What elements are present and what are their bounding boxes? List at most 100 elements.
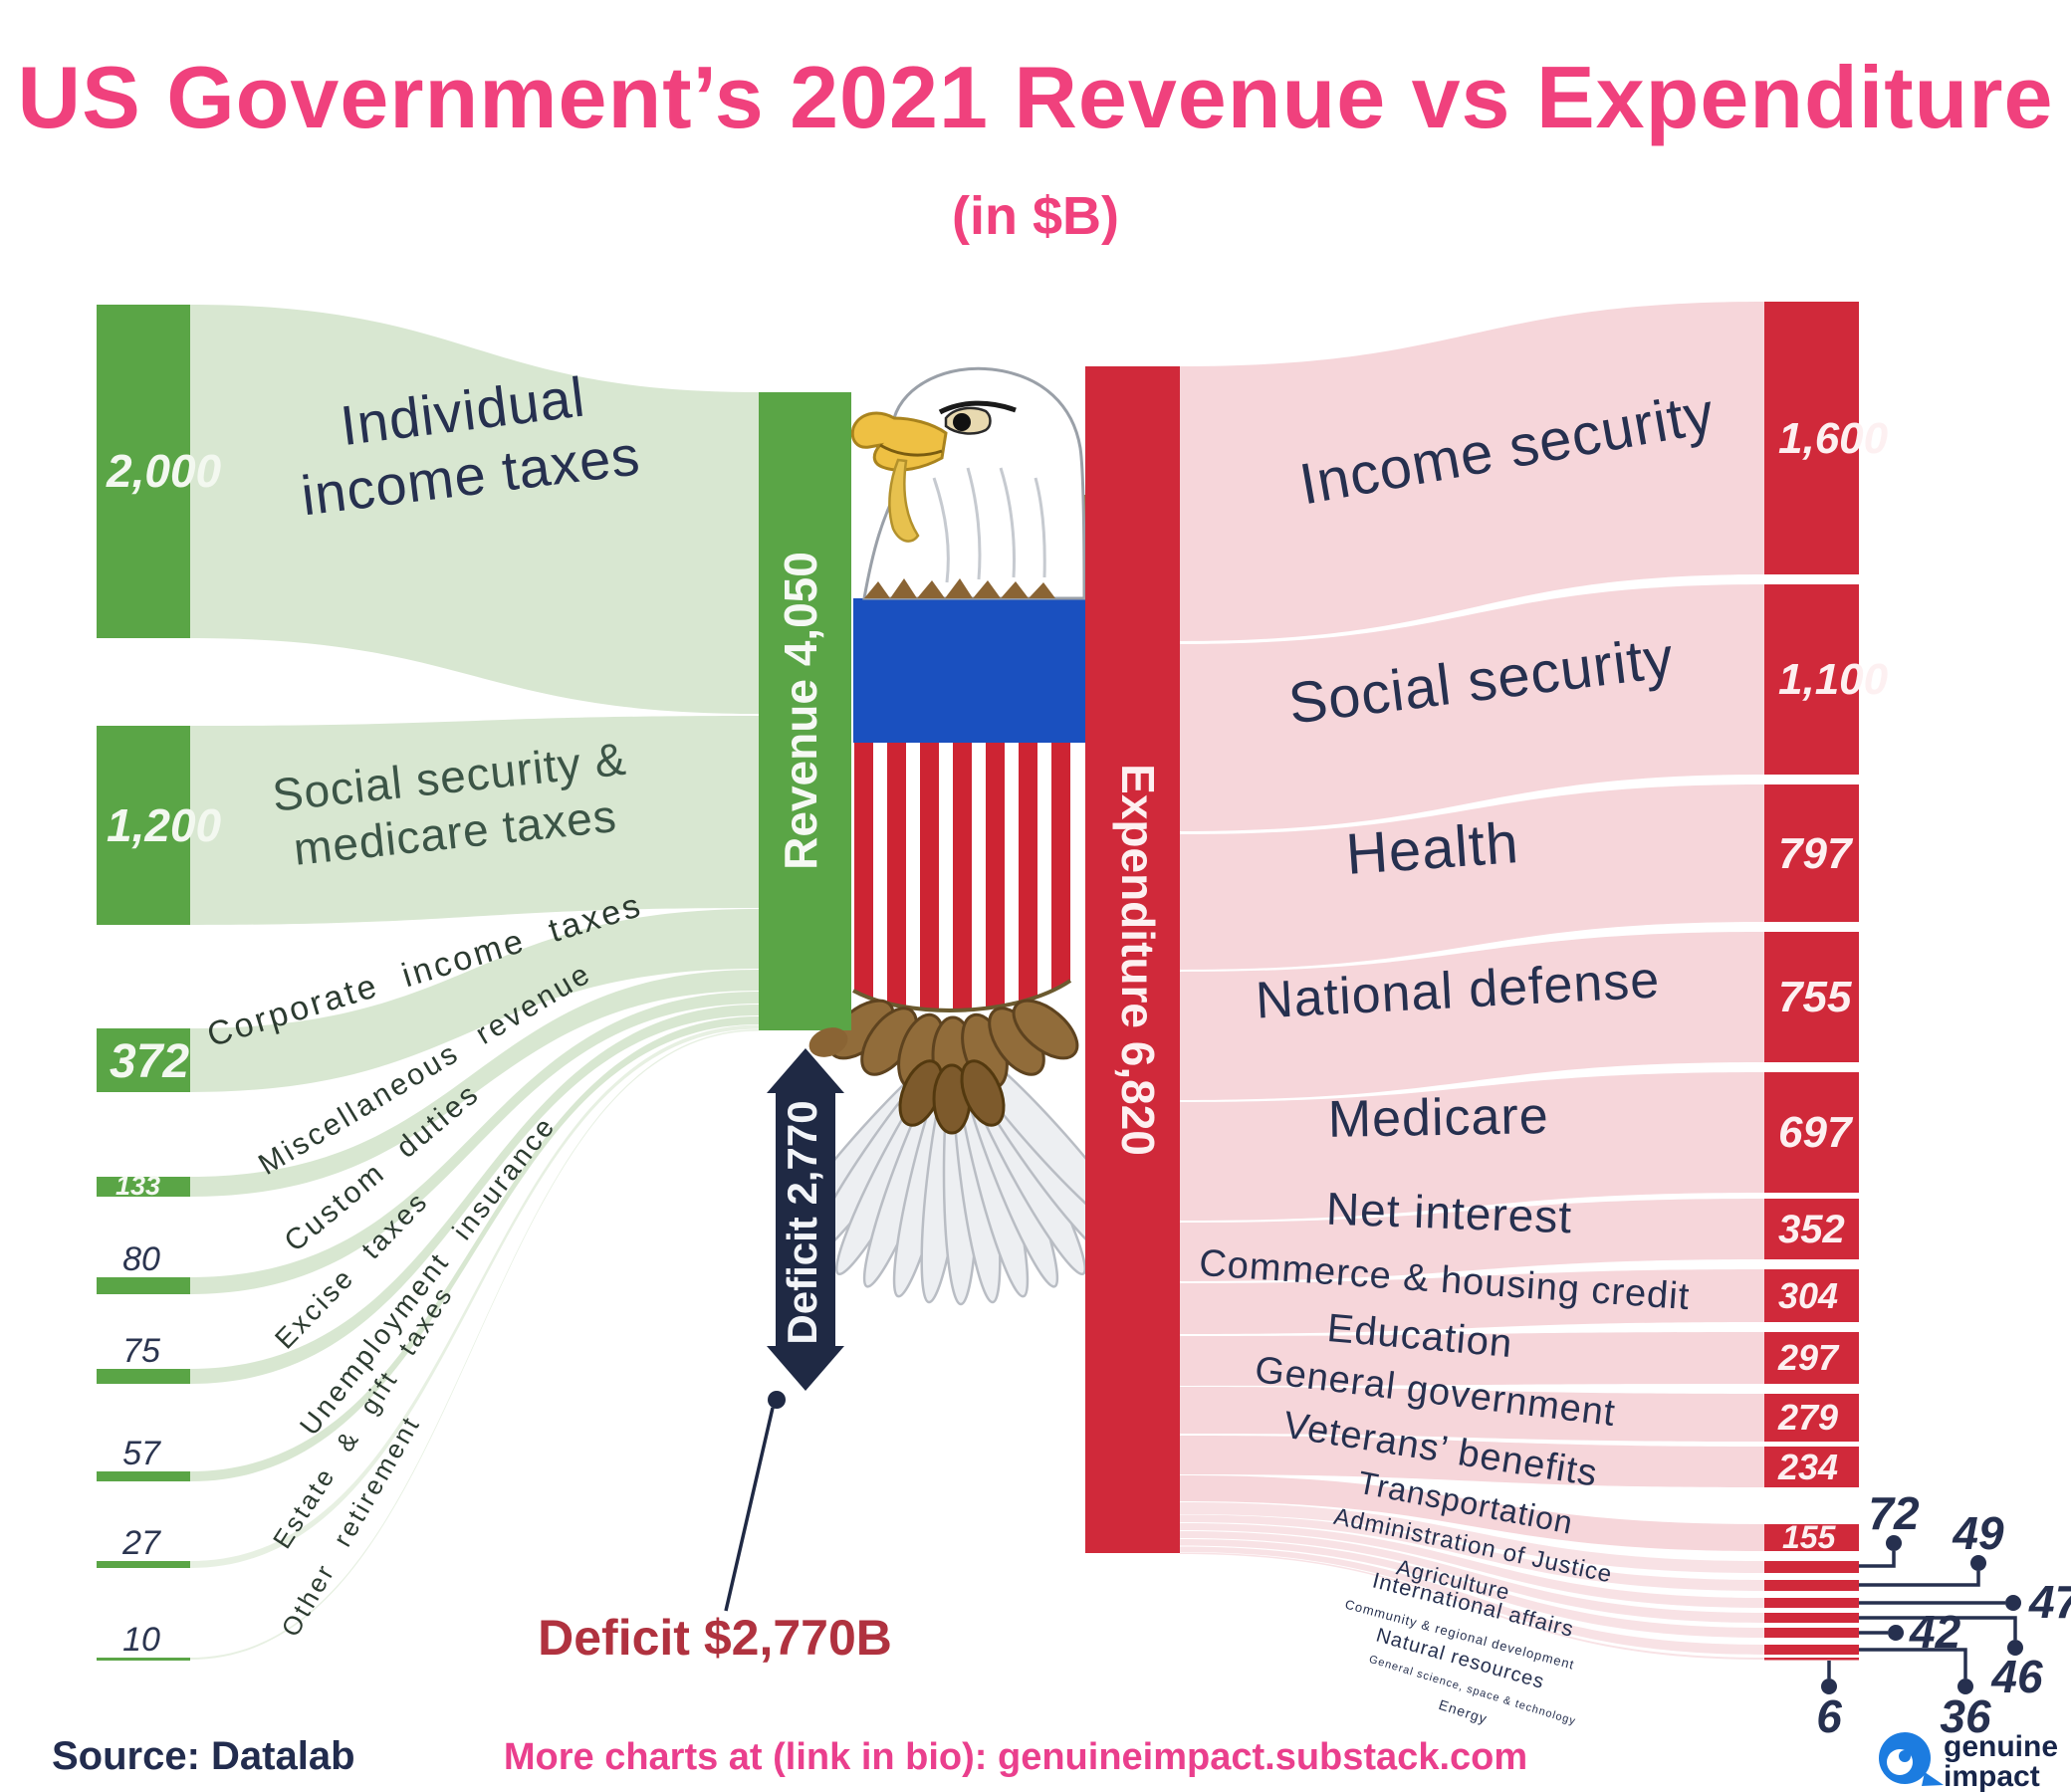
flow-net-interest (1180, 1199, 1764, 1281)
bar-commerce-housing-credit (1764, 1269, 1859, 1322)
eagle-shield-chief (853, 598, 1085, 743)
footer-note: More charts at (link in bio): genuineimp… (504, 1736, 1527, 1778)
revenue-total-bar (759, 392, 851, 1030)
value-ss-medicare: 1,200 (107, 799, 222, 851)
expenditure-flows (1180, 302, 1764, 1660)
eagle-mouth-line (879, 443, 943, 457)
callout-value-46: 46 (1990, 1651, 2043, 1702)
value-medicare: 697 (1778, 1108, 1854, 1157)
bar-national-defense (1764, 932, 1859, 1062)
logo-text-line1: genuine (1944, 1730, 2058, 1763)
bar-estate-gift-taxes (97, 1561, 190, 1568)
bar-other-retirement (97, 1658, 190, 1661)
eagle-pupil (953, 413, 971, 431)
eagle-covert-feathers (827, 999, 1079, 1135)
bar-administration-of-justice (1764, 1561, 1859, 1573)
label-health: Health (1344, 810, 1521, 887)
value-national-defense: 755 (1778, 973, 1852, 1021)
callout-value-72: 72 (1868, 1487, 1920, 1539)
flow-commerce-housing-credit (1180, 1269, 1764, 1334)
bar-individual-income-taxes (97, 305, 190, 638)
value-excise: 75 (122, 1332, 160, 1370)
callout-community-regional-development: 46 (1859, 1616, 2043, 1702)
genuine-impact-logo: genuine impact (1879, 1730, 2058, 1792)
bar-veterans-benefits (1764, 1447, 1859, 1487)
flow-transportation (1180, 1475, 1764, 1551)
bar-education (1764, 1332, 1859, 1384)
value-miscellaneous: 133 (115, 1171, 160, 1201)
bar-income-security (1764, 302, 1859, 574)
eagle-tongue (888, 458, 920, 543)
callout-administration-of-justice: 72 (1859, 1487, 1920, 1568)
bar-net-interest (1764, 1199, 1859, 1259)
value-education: 297 (1777, 1337, 1840, 1378)
bar-social-security-medicare-taxes (97, 726, 190, 925)
bar-agriculture (1764, 1580, 1859, 1591)
bar-custom-duties (97, 1277, 190, 1294)
page-title: US Government’s 2021 Revenue vs Expendit… (18, 48, 2054, 146)
flow-veterans-benefits (1180, 1436, 1764, 1487)
callout-agriculture: 49 (1859, 1507, 2004, 1587)
revenue-node-bars (97, 305, 190, 1661)
value-veterans-benefits: 234 (1777, 1447, 1838, 1487)
expenditure-total-bar (1085, 366, 1180, 1553)
eagle-neck-fringe (864, 578, 1055, 598)
flow-natural-resources (1180, 1539, 1764, 1638)
flow-energy (1180, 1552, 1764, 1660)
source-label: Source: Datalab (52, 1734, 355, 1778)
bar-natural-resources (1764, 1628, 1859, 1638)
logo-text-line2: impact (1944, 1760, 2040, 1792)
deficit-arrow-label: Deficit 2,770 (779, 1100, 825, 1344)
revenue-value-labels: 2,000 1,200 372 133 80 75 57 27 10 (106, 445, 222, 1659)
value-health: 797 (1778, 829, 1854, 878)
genuine-impact-logo-icon (1879, 1732, 1944, 1786)
callout-international-affairs: 47 (1859, 1576, 2071, 1628)
bar-social-security (1764, 584, 1859, 775)
eagle-tuft (808, 1027, 848, 1057)
value-transportation: 155 (1782, 1519, 1837, 1555)
callout-value-36: 36 (1940, 1690, 1991, 1742)
deficit-callout-line (724, 1407, 775, 1612)
expenditure-node-bars (1764, 302, 1859, 1661)
value-net-interest: 352 (1778, 1208, 1845, 1251)
expenditure-value-labels: 1,600 1,100 797 755 697 352 304 297 279 … (1777, 414, 1889, 1555)
deficit-callout-label: Deficit $2,770B (538, 1610, 892, 1666)
flow-medicare (1180, 1072, 1764, 1221)
flow-individual-income-taxes (190, 305, 759, 714)
bar-excise-taxes (97, 1369, 190, 1384)
flow-social-security-medicare-taxes (190, 716, 759, 925)
expenditure-callouts: 72 49 47 46 42 36 6 (1816, 1487, 2071, 1742)
flow-international-affairs (1180, 1523, 1764, 1608)
deficit-arrow (767, 1048, 844, 1391)
bar-corporate-income-taxes (97, 1028, 190, 1092)
callout-energy: 6 (1816, 1661, 1842, 1742)
value-commerce: 304 (1778, 1275, 1838, 1316)
bar-community-regional-development (1764, 1613, 1859, 1623)
bar-health (1764, 784, 1859, 922)
eagle-brow (938, 400, 1017, 415)
callout-general-science: 36 (1859, 1648, 1991, 1742)
eagle-shield-stripes (852, 743, 1072, 1012)
bar-energy (1764, 1658, 1859, 1661)
value-estate-gift: 27 (121, 1524, 161, 1562)
flow-national-defense (1180, 932, 1764, 1100)
flow-community-regional-development (1180, 1531, 1764, 1623)
bar-transportation (1764, 1524, 1859, 1551)
value-other-retirement: 10 (122, 1621, 160, 1659)
bar-unemployment-insurance (97, 1471, 190, 1481)
value-custom-duties: 80 (122, 1240, 160, 1278)
page-subtitle: (in $B) (952, 186, 1119, 246)
flow-corporate-income-taxes (190, 909, 759, 1092)
flow-unemployment-insurance (190, 1016, 759, 1481)
flow-general-science-space-technology (1180, 1546, 1764, 1655)
flow-miscellaneous-revenue (190, 970, 759, 1197)
flow-health (1180, 784, 1764, 970)
callout-value-49: 49 (1952, 1507, 2004, 1559)
eagle-neck-feather-lines (932, 467, 1046, 583)
expenditure-total-label: Expenditure 6,820 (1112, 764, 1164, 1156)
flow-income-security (1180, 302, 1764, 641)
value-income-security: 1,600 (1778, 414, 1889, 463)
revenue-total-label: Revenue 4,050 (775, 552, 826, 870)
bar-international-affairs (1764, 1598, 1859, 1608)
